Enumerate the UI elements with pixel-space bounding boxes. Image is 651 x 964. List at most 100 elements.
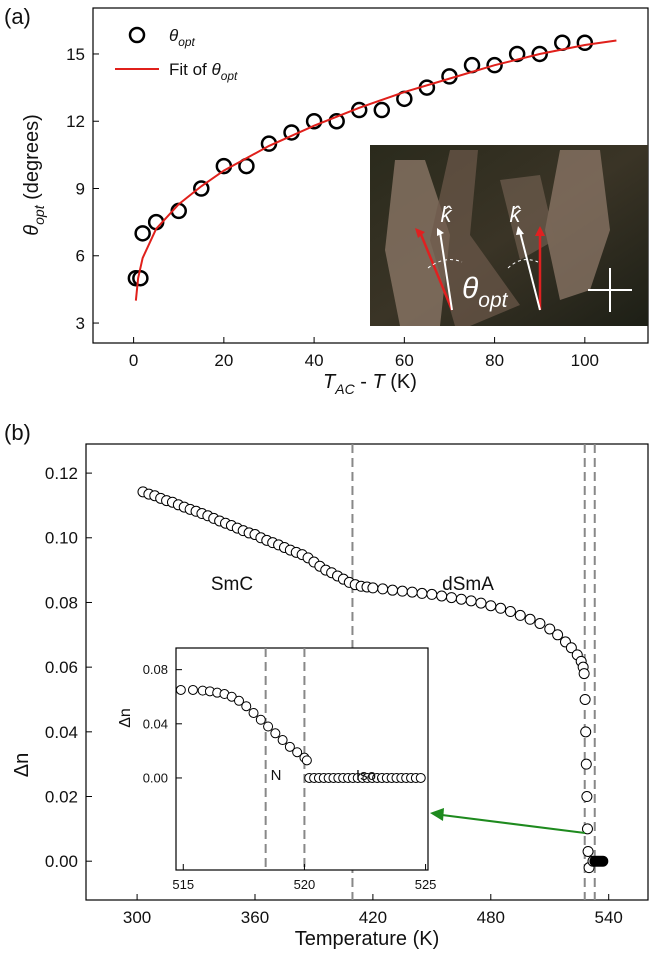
x-tick-label: 480 (477, 908, 505, 927)
data-point (580, 726, 592, 738)
x-tick-label: 525 (415, 877, 437, 892)
fit-line (134, 39, 617, 301)
photo-domain (430, 150, 520, 326)
label-part: T (323, 371, 337, 393)
arrow-head (430, 808, 444, 821)
data-point (524, 613, 536, 625)
inset-photo: k̂ k̂ θopt (370, 145, 648, 326)
x-tick-label: 80 (485, 351, 504, 370)
label-part: Δn (117, 708, 134, 728)
data-point (508, 45, 526, 63)
data-point (263, 721, 274, 732)
y-tick-label: 0.00 (143, 771, 168, 786)
label: Δn (117, 708, 134, 728)
data-point (234, 695, 244, 706)
x-tick-label: 0 (129, 351, 138, 370)
data-point (581, 791, 593, 803)
data-point (373, 101, 391, 119)
data-point (187, 684, 198, 695)
arrow-head (535, 226, 545, 236)
y-tick-label: 0.06 (45, 658, 78, 677)
photo-domain (545, 150, 610, 300)
data-point (578, 668, 590, 680)
arrow-head (516, 226, 524, 235)
data-point (248, 707, 259, 718)
data-point (495, 602, 507, 614)
y-tick-label: 15 (66, 45, 85, 64)
label: Temperature (K) (295, 928, 440, 950)
label-part: opt (31, 204, 47, 225)
data-point (255, 714, 266, 725)
annotation: Iso. (356, 767, 380, 784)
label-part: opt (178, 35, 195, 49)
white-arrow (519, 231, 541, 311)
x-tick-label: 40 (305, 351, 324, 370)
data-point (277, 735, 288, 746)
green-arrow (430, 808, 586, 834)
label-part: (K) (385, 371, 417, 393)
data-point (465, 595, 477, 607)
data-point (367, 582, 379, 594)
label-part: opt (478, 289, 508, 312)
x-tick-label: 300 (123, 908, 151, 927)
y-tick-label: 12 (66, 112, 85, 131)
data-point (241, 701, 252, 712)
data-point (377, 583, 389, 595)
data-point (514, 609, 526, 621)
panel-label: (b) (4, 420, 31, 445)
data-point (597, 855, 609, 867)
x-tick-label: 515 (172, 877, 194, 892)
data-point (270, 728, 281, 739)
k-label: k̂ (510, 202, 522, 227)
data-point (134, 225, 151, 242)
data-point (416, 587, 428, 599)
data-point (534, 617, 546, 629)
label-part: θ (462, 272, 479, 305)
data-point (406, 586, 418, 598)
label-part: Fit of (169, 60, 212, 79)
label: TAC - T (K) (323, 371, 417, 397)
data-point (565, 642, 577, 654)
y-tick-label: 0.04 (143, 716, 168, 731)
y-tick-label: 0.04 (45, 723, 78, 742)
data-point (455, 593, 467, 605)
photo-domain (385, 160, 450, 326)
data-point (415, 772, 426, 783)
label-part: θ (21, 225, 43, 236)
x-tick-label: 540 (595, 908, 623, 927)
red-arrow (418, 231, 454, 311)
arrow-head (415, 228, 425, 238)
data-point (292, 747, 303, 758)
data-point (132, 269, 149, 287)
white-arrow (439, 231, 453, 311)
data-point (175, 684, 186, 695)
annotation: N (271, 767, 282, 784)
data-point (579, 693, 591, 705)
data-point (504, 606, 516, 618)
data-point (475, 597, 487, 609)
data-point (284, 741, 295, 752)
label-part: T (373, 371, 387, 393)
label-part: AC (334, 381, 355, 397)
data-point (544, 623, 556, 635)
annotation: SmC (211, 574, 253, 595)
label-part: Temperature (K) (295, 928, 440, 950)
y-tick-label: 3 (76, 314, 85, 333)
k-label: k̂ (441, 202, 453, 227)
data-point (581, 823, 593, 835)
label: θopt (degrees) (21, 114, 47, 235)
annotation: dSmA (442, 574, 494, 595)
label: Δn (11, 753, 33, 777)
y-tick-label: 0.10 (45, 529, 78, 548)
y-tick-label: 6 (76, 247, 85, 266)
label-part: opt (221, 69, 238, 83)
data-point (582, 845, 594, 857)
data-point (301, 755, 312, 766)
arrow-head (437, 228, 444, 236)
y-tick-label: 9 (76, 179, 85, 198)
label-part: (degrees) (21, 114, 43, 205)
x-tick-label: 20 (214, 351, 233, 370)
polarizer-cross (588, 268, 632, 312)
